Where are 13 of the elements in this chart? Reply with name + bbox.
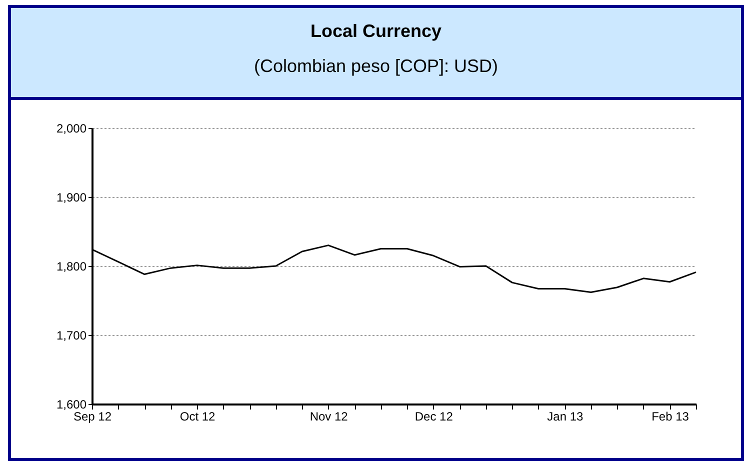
y-tick-label: 1,600 — [56, 398, 87, 412]
y-tick-label: 1,800 — [56, 260, 87, 274]
chart-subtitle: (Colombian peso [COP]: USD) — [252, 55, 500, 77]
x-tick-label: Sep 12 — [73, 410, 112, 424]
x-tick-label: Feb 13 — [652, 410, 690, 424]
y-tick-label: 1,900 — [56, 190, 87, 204]
x-tick-label: Oct 12 — [180, 410, 216, 424]
x-tick-label: Jan 13 — [547, 410, 584, 424]
chart-title: Local Currency — [309, 20, 443, 42]
x-tick-label: Dec 12 — [414, 410, 454, 424]
x-tick-label: Nov 12 — [310, 410, 348, 424]
y-tick-label: 2,000 — [56, 122, 87, 136]
y-tick-label: 1,700 — [56, 328, 87, 342]
